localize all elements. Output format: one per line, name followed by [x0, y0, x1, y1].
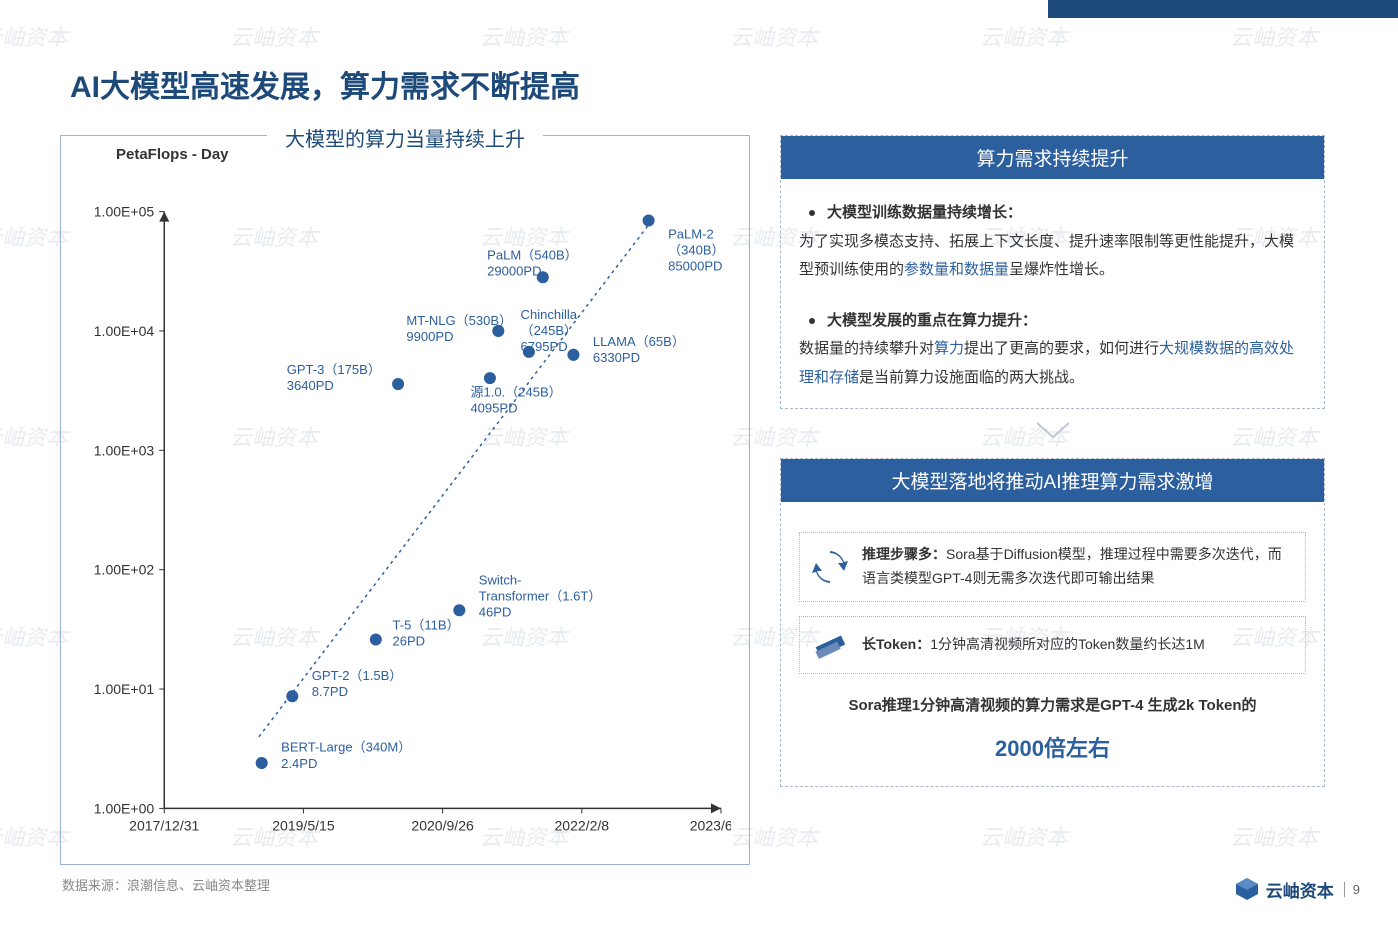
b2-title: 大模型发展的重点在算力提升： — [827, 312, 1037, 329]
b1-hl: 参数量和数据量 — [904, 261, 1009, 278]
bullet-2: 大模型发展的重点在算力提升： — [799, 307, 1306, 336]
logo-brand: 云岫资本 — [1266, 877, 1334, 902]
page-title: AI大模型高速发展，算力需求不断提高 — [70, 62, 580, 106]
svg-text:1.00E+05: 1.00E+05 — [94, 204, 155, 220]
top-accent-bar — [1048, 0, 1398, 18]
svg-text:源1.0.（245B）: 源1.0.（245B） — [470, 385, 561, 400]
item-long-token: 长Token：1分钟高清视频所对应的Token数量约长达1M — [799, 616, 1306, 674]
item1-bold: 推理步骤多： — [862, 546, 946, 562]
bullet-dot-icon — [809, 210, 815, 216]
page-number: 9 — [1344, 882, 1360, 897]
footer-logo: 云岫资本 9 — [1234, 876, 1360, 902]
conclusion-line1: Sora推理1分钟高清视频的算力需求是GPT-4 生成2k Token的 — [799, 692, 1306, 721]
svg-text:6795PD: 6795PD — [521, 339, 568, 354]
item2-bold: 长Token： — [862, 636, 930, 652]
chart-title: 大模型的算力当量持续上升 — [267, 129, 543, 151]
svg-text:85000PD: 85000PD — [668, 259, 722, 274]
svg-text:（340B）: （340B） — [668, 242, 724, 257]
svg-text:4095PD: 4095PD — [470, 401, 517, 416]
svg-text:Switch-: Switch- — [479, 573, 522, 588]
ruler-icon — [812, 627, 848, 663]
svg-text:PaLM-2: PaLM-2 — [668, 226, 714, 241]
svg-text:1.00E+02: 1.00E+02 — [94, 562, 155, 578]
b2-text: 数据量的持续攀升对算力提出了更高的要求，如何进行大规模数据的高效处理和存储是当前… — [799, 335, 1306, 392]
svg-text:29000PD: 29000PD — [487, 263, 541, 278]
svg-text:1.00E+00: 1.00E+00 — [94, 800, 155, 816]
data-source: 数据来源：浪潮信息、云岫资本整理 — [62, 875, 270, 894]
item2-plain: 1分钟高清视频所对应的Token数量约长达1M — [930, 636, 1205, 652]
conclusion: Sora推理1分钟高清视频的算力需求是GPT-4 生成2k Token的 200… — [799, 692, 1306, 770]
svg-text:8.7PD: 8.7PD — [312, 684, 348, 699]
chart-plot-area: 1.00E+00 1.00E+01 1.00E+02 1.00E+03 1.00E+04… — [79, 176, 731, 849]
svg-text:9900PD: 9900PD — [406, 329, 453, 344]
chart-container: 大模型的算力当量持续上升 PetaFlops - Day 1.00E+001.0… — [60, 135, 750, 865]
svg-text:2019/5/15: 2019/5/15 — [272, 817, 335, 833]
item2-text: 长Token：1分钟高清视频所对应的Token数量约长达1M — [862, 633, 1205, 657]
svg-text:Transformer（1.6T）: Transformer（1.6T） — [479, 589, 602, 604]
logo-icon — [1234, 876, 1260, 902]
bullet-dot-icon — [809, 318, 815, 324]
svg-text:1.00E+04: 1.00E+04 — [94, 323, 155, 339]
b2-ta: 数据量的持续攀升对 — [799, 340, 934, 357]
svg-text:LLAMA（65B）: LLAMA（65B） — [593, 334, 685, 349]
svg-text:2.4PD: 2.4PD — [281, 756, 317, 771]
svg-text:46PD: 46PD — [479, 605, 512, 620]
panel1-header: 算力需求持续提升 — [781, 136, 1324, 179]
b2-tc: 是当前算力设施面临的两大挑战。 — [859, 369, 1084, 386]
svg-text:PaLM（540B）: PaLM（540B） — [487, 247, 578, 262]
svg-text:1.00E+03: 1.00E+03 — [94, 442, 155, 458]
panel1-body: 大模型训练数据量持续增长： 为了实现多模态支持、拓展上下文长度、提升速率限制等更… — [781, 179, 1324, 408]
conclusion-line2: 2000倍左右 — [799, 728, 1306, 770]
svg-text:BERT-Large（340M）: BERT-Large（340M） — [281, 740, 411, 755]
svg-text:2017/12/31: 2017/12/31 — [129, 817, 199, 833]
cycle-icon — [812, 549, 848, 585]
svg-text:GPT-2（1.5B）: GPT-2（1.5B） — [312, 668, 403, 683]
svg-text:6330PD: 6330PD — [593, 350, 640, 365]
right-column: 算力需求持续提升 大模型训练数据量持续增长： 为了实现多模态支持、拓展上下文长度… — [780, 135, 1325, 827]
svg-text:2020/9/26: 2020/9/26 — [411, 817, 474, 833]
panel2-body: 推理步骤多：Sora基于Diffusion模型，推理过程中需要多次迭代，而语言类… — [781, 502, 1324, 786]
y-axis-label: PetaFlops - Day — [116, 146, 229, 163]
b1-text-b: 呈爆炸性增长。 — [1009, 261, 1114, 278]
svg-text:T-5（11B）: T-5（11B） — [393, 617, 460, 632]
panel2-header: 大模型落地将推动AI推理算力需求激增 — [781, 459, 1324, 502]
b1-text: 为了实现多模态支持、拓展上下文长度、提升速率限制等更性能提升，大模型预训练使用的… — [799, 228, 1306, 285]
svg-text:GPT-3（175B）: GPT-3（175B） — [287, 362, 381, 377]
panel-inference-demand: 大模型落地将推动AI推理算力需求激增 推理步骤多：Sora基于Diffusion… — [780, 458, 1325, 787]
scatter-chart: 1.00E+00 1.00E+01 1.00E+02 1.00E+03 1.00E+04… — [79, 176, 731, 849]
b2-hl1: 算力 — [934, 340, 964, 357]
svg-text:（245B）: （245B） — [521, 323, 578, 338]
panel-compute-demand: 算力需求持续提升 大模型训练数据量持续增长： 为了实现多模态支持、拓展上下文长度… — [780, 135, 1325, 409]
bullet1-content: 大模型训练数据量持续增长： — [827, 199, 1022, 228]
svg-text:2022/2/8: 2022/2/8 — [554, 817, 609, 833]
svg-text:2023/6/23: 2023/6/23 — [690, 817, 731, 833]
item1-text: 推理步骤多：Sora基于Diffusion模型，推理过程中需要多次迭代，而语言类… — [862, 543, 1293, 591]
svg-text:Chinchilla: Chinchilla — [521, 307, 578, 322]
item-inference-steps: 推理步骤多：Sora基于Diffusion模型，推理过程中需要多次迭代，而语言类… — [799, 532, 1306, 602]
bullet-1: 大模型训练数据量持续增长： — [799, 199, 1306, 228]
b1-title: 大模型训练数据量持续增长： — [827, 204, 1022, 221]
svg-text:MT-NLG（530B）: MT-NLG（530B） — [406, 313, 512, 328]
svg-text:26PD: 26PD — [393, 633, 426, 648]
svg-text:1.00E+01: 1.00E+01 — [94, 681, 155, 697]
bullet2-content: 大模型发展的重点在算力提升： — [827, 307, 1037, 336]
arrow-down-icon — [780, 419, 1325, 448]
b2-tb: 提出了更高的要求，如何进行 — [964, 340, 1159, 357]
svg-text:3640PD: 3640PD — [287, 378, 334, 393]
